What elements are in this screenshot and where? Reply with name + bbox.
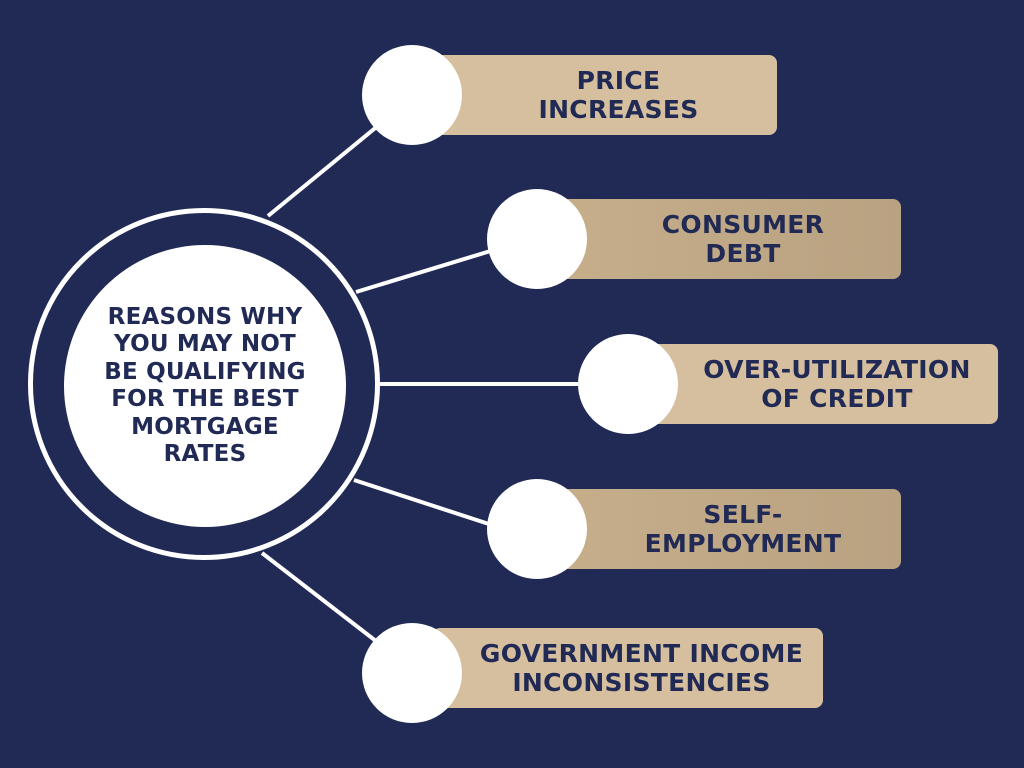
reason-node-government-income <box>362 623 462 723</box>
reason-label-price-increases: PRICE INCREASES <box>538 66 699 124</box>
reason-pill-self-employment: SELF- EMPLOYMENT <box>557 489 901 569</box>
connector-line-2 <box>355 247 498 294</box>
connector-line-1 <box>266 118 387 218</box>
reason-node-consumer-debt <box>487 189 587 289</box>
reason-node-price-increases <box>362 45 462 145</box>
reason-label-government-income: GOVERNMENT INCOME INCONSISTENCIES <box>479 639 804 697</box>
hub-title: REASONS WHY YOU MAY NOT BE QUALIFYING FO… <box>104 303 306 468</box>
connector-line-5 <box>260 551 387 650</box>
reason-pill-consumer-debt: CONSUMER DEBT <box>557 199 901 279</box>
hub-circle: REASONS WHY YOU MAY NOT BE QUALIFYING FO… <box>64 245 346 527</box>
reason-pill-price-increases: PRICE INCREASES <box>432 55 777 135</box>
reason-pill-government-income: GOVERNMENT INCOME INCONSISTENCIES <box>432 628 823 708</box>
reason-pill-over-utilization: OVER-UTILIZATION OF CREDIT <box>648 344 998 424</box>
reason-label-over-utilization: OVER-UTILIZATION OF CREDIT <box>703 355 971 413</box>
connector-line-4 <box>353 478 496 528</box>
reason-node-self-employment <box>487 479 587 579</box>
reason-label-consumer-debt: CONSUMER DEBT <box>661 210 825 268</box>
reason-node-over-utilization <box>578 334 678 434</box>
reason-label-self-employment: SELF- EMPLOYMENT <box>644 500 842 558</box>
